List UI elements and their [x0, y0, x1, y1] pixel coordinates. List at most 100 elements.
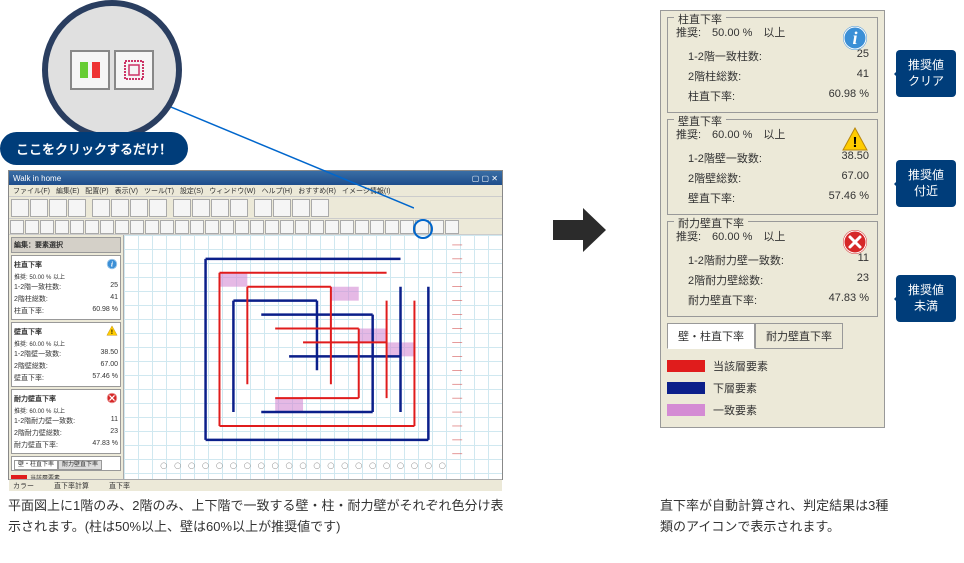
toolbar-button[interactable] [25, 220, 39, 234]
drawing-canvas[interactable] [124, 235, 502, 479]
toolbar-button[interactable] [310, 220, 324, 234]
legend-row: 一致要素 [667, 399, 878, 421]
side-panel: 編集：要素選択 柱直下率i推奨: 50.00 % 以上1-2階一致柱数:252階… [9, 235, 124, 479]
toolbar-button[interactable] [145, 220, 159, 234]
result-tab[interactable]: 耐力壁直下率 [755, 323, 843, 349]
menu-item[interactable]: ツール(T) [144, 186, 174, 196]
toolbar-button[interactable] [10, 220, 24, 234]
toolbar-button[interactable] [211, 199, 229, 217]
toolbar-button[interactable] [273, 199, 291, 217]
svg-text:!: ! [111, 329, 113, 336]
side-tab[interactable]: 耐力壁直下率 [58, 460, 102, 470]
result-row: 柱直下率:60.98 % [676, 86, 869, 106]
toolbar-button[interactable] [111, 199, 129, 217]
menu-bar: ファイル(F) 編集(E) 配置(P) 表示(V) ツール(T) 設定(S) ウィンドウ(W… [9, 185, 502, 197]
toolbar-button[interactable] [400, 220, 414, 234]
menu-item[interactable]: 設定(S) [180, 186, 203, 196]
side-row: 2階柱総数:41 [14, 293, 118, 305]
toolbar-button[interactable] [254, 199, 272, 217]
legend-swatch [667, 360, 705, 372]
result-group-title: 耐力壁直下率 [674, 215, 748, 231]
toolbar-button[interactable] [130, 199, 148, 217]
toolbar-button[interactable] [311, 199, 329, 217]
toolbar-button[interactable] [385, 220, 399, 234]
menu-item[interactable]: ウィンドウ(W) [209, 186, 255, 196]
legend-label: 下層要素 [713, 380, 757, 396]
toolbar-button[interactable] [292, 199, 310, 217]
toolbar-button[interactable] [40, 220, 54, 234]
toolbar-button[interactable] [70, 220, 84, 234]
toolbar-button[interactable] [30, 199, 48, 217]
toolbar-button[interactable] [173, 199, 191, 217]
toolbar-button[interactable] [415, 220, 429, 234]
toolbar-button[interactable] [340, 220, 354, 234]
side-row: 2階壁総数:67.00 [14, 360, 118, 372]
toolbar-button[interactable] [160, 220, 174, 234]
toolbar-button[interactable] [250, 220, 264, 234]
status-item: 直下率計算 [54, 481, 89, 491]
side-row: 壁直下率:57.46 % [14, 372, 118, 384]
menu-item[interactable]: 配置(P) [85, 186, 108, 196]
side-row: 耐力壁直下率:47.83 % [14, 439, 118, 451]
result-group: 壁直下率推奨: 60.00 % 以上!1-2階壁一致数:38.502階壁総数:6… [667, 119, 878, 215]
caption-left: 平面図上に1階のみ、2階のみ、上下階で一致する壁・柱・耐力壁がそれぞれ色分け表示… [8, 496, 508, 538]
result-group: 柱直下率推奨: 50.00 % 以上i1-2階一致柱数:252階柱総数:41柱直… [667, 17, 878, 113]
menu-item[interactable]: おすすめ(R) [298, 186, 336, 196]
toolbar-button[interactable] [295, 220, 309, 234]
title-bar: Walk in home ▢ ▢ ✕ [9, 171, 502, 185]
toolbar-button[interactable] [55, 220, 69, 234]
toolbar-button[interactable] [235, 220, 249, 234]
toolbar-button[interactable] [230, 199, 248, 217]
side-group: 柱直下率i推奨: 50.00 % 以上1-2階一致柱数:252階柱総数:41柱直… [11, 255, 121, 320]
window-controls[interactable]: ▢ ▢ ✕ [472, 174, 498, 183]
menu-item[interactable]: 表示(V) [115, 186, 138, 196]
result-row: 2階耐力壁総数:23 [676, 270, 869, 290]
toolbar-button[interactable] [265, 220, 279, 234]
svg-text:!: ! [853, 134, 858, 151]
toolbar-button[interactable] [115, 220, 129, 234]
toolbar-button[interactable] [130, 220, 144, 234]
menu-item[interactable]: 編集(E) [56, 186, 79, 196]
click-here-bubble: ここをクリックするだけ！ [0, 132, 188, 165]
toolbar-button[interactable] [175, 220, 189, 234]
toolbar-button[interactable] [149, 199, 167, 217]
menu-item[interactable]: イメージ情報(I) [342, 186, 390, 196]
toolbar-button-zoomed-2[interactable] [114, 50, 154, 90]
result-legend: 当該層要素下層要素一致要素 [667, 355, 878, 421]
menu-item[interactable]: ヘルプ(H) [262, 186, 293, 196]
toolbar-button[interactable] [190, 220, 204, 234]
toolbar-button[interactable] [192, 199, 210, 217]
toolbar-button[interactable] [68, 199, 86, 217]
menu-item[interactable]: ファイル(F) [13, 186, 50, 196]
toolbar-button[interactable] [280, 220, 294, 234]
legend-swatch [667, 382, 705, 394]
side-row: 2階耐力壁総数:23 [14, 427, 118, 439]
side-legend-row: 当該層要素 [11, 473, 121, 479]
toolbar-button[interactable] [49, 199, 67, 217]
warn-icon: ! [106, 325, 118, 339]
result-group-title: 柱直下率 [674, 11, 726, 27]
toolbar-button[interactable] [325, 220, 339, 234]
toolbar-button[interactable] [85, 220, 99, 234]
toolbar-button[interactable] [220, 220, 234, 234]
toolbar-button[interactable] [355, 220, 369, 234]
magnifier-circle [42, 0, 182, 140]
toolbar-button[interactable] [92, 199, 110, 217]
result-tabs: 壁・柱直下率耐力壁直下率 [667, 323, 878, 349]
toolbar-button[interactable] [100, 220, 114, 234]
side-group: 壁直下率!推奨: 60.00 % 以上1-2階壁一致数:38.502階壁総数:6… [11, 322, 121, 387]
status-bar: カラー直下率計算直下率 [9, 479, 502, 491]
toolbar-button[interactable] [430, 220, 444, 234]
result-row: 2階柱総数:41 [676, 66, 869, 86]
app-window: Walk in home ▢ ▢ ✕ ファイル(F) 編集(E) 配置(P) 表示(V… [8, 170, 503, 480]
toolbar-button-zoomed-1[interactable] [70, 50, 110, 90]
side-tab[interactable]: 壁・柱直下率 [14, 460, 58, 470]
result-tab[interactable]: 壁・柱直下率 [667, 323, 755, 349]
svg-text:i: i [852, 28, 857, 48]
toolbar-button[interactable] [11, 199, 29, 217]
error-icon [841, 228, 869, 256]
toolbar-button[interactable] [205, 220, 219, 234]
toolbar-button[interactable] [370, 220, 384, 234]
toolbar-button[interactable] [445, 220, 459, 234]
legend-label: 当該層要素 [713, 358, 768, 374]
